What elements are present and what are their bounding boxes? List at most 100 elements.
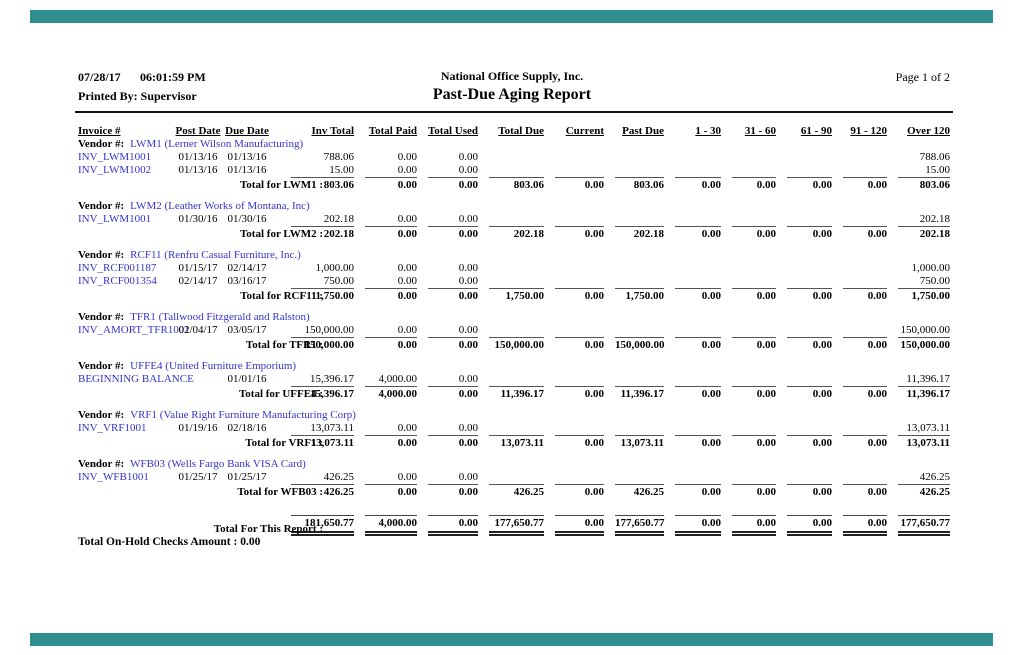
bucket-31-60-cell [724, 262, 779, 275]
post-date-cell: 01/13/16 [178, 151, 218, 163]
group-total-row-amount: 11,396.17 [898, 386, 950, 401]
inv-total-cell: 15.00 [329, 164, 354, 176]
vendor-row: Vendor #: RCF11 (Renfru Casual Furniture,… [75, 249, 953, 262]
company-name: National Office Supply, Inc. [440, 69, 584, 83]
invoice-link[interactable]: INV_LWM1001 [78, 213, 152, 225]
current-cell: 0.00 [547, 288, 607, 303]
vendor-name-link[interactable]: UFFE4 (United Furniture Emporium) [130, 360, 297, 372]
group-total-row-amount: 0.00 [675, 386, 721, 401]
group-total-row-label-cell: Total for VRF1 : [75, 435, 323, 450]
invoice-link[interactable]: INV_AMORT_TFR1001 [78, 324, 190, 336]
group-total-row-amount: 0.00 [787, 435, 832, 450]
invoice-link[interactable]: BEGINNING BALANCE [78, 373, 194, 385]
spacer-cell [75, 241, 953, 249]
report-total-row-amount: 0.00 [787, 515, 832, 536]
inv-total-cell: 788.06 [323, 151, 354, 163]
total-used-cell: 0.00 [420, 515, 481, 536]
vendor-name-link[interactable]: RCF11 (Renfru Casual Furniture, Inc.) [130, 249, 301, 261]
post-date-cell: 01/15/17 [178, 262, 218, 274]
bucket-31-60-cell [724, 422, 779, 435]
bucket-61-90-cell [779, 373, 835, 386]
group-total-row-label: Total for LWM2 : [239, 228, 323, 240]
spacer-cell [75, 352, 953, 360]
group-total-row-amount: 0.00 [555, 226, 604, 241]
vendor-name-link[interactable]: VRF1 (Value Right Furniture Manufacturin… [130, 409, 356, 421]
bucket-1-30-cell: 0.00 [667, 435, 724, 450]
invoice-link[interactable]: INV_WFB1001 [78, 471, 149, 483]
past-due-cell [607, 471, 667, 484]
vendor-cell: Vendor #: VRF1 (Value Right Furniture Man… [75, 409, 953, 422]
bucket-1-30-cell: 0.00 [667, 177, 724, 192]
bucket-31-60-cell [724, 164, 779, 177]
group-total-row-label: Total for UFFE4 : [238, 388, 323, 400]
total-used-cell: 0.00 [458, 373, 478, 385]
spacer-row [75, 450, 953, 458]
due-date-cell: 01/13/16 [227, 164, 267, 176]
bucket-61-90-cell [779, 164, 835, 177]
group-total-row-amount: 0.00 [732, 177, 776, 192]
current-cell [547, 164, 607, 177]
group-total-row-label-cell: Total for UFFE4 : [75, 386, 323, 401]
current-cell [547, 262, 607, 275]
col-total-due: Total Due [498, 125, 544, 137]
group-total-row-amount: 0.00 [732, 337, 776, 352]
total-used-cell: 0.00 [420, 386, 481, 401]
invoice-link[interactable]: INV_VRF1001 [78, 422, 147, 434]
inv-total-cell: 150,000.00 [273, 337, 357, 352]
past-due-cell: 202.18 [607, 226, 667, 241]
bucket-91-120-cell: 0.00 [835, 484, 890, 499]
group-total-row-amount: 0.00 [428, 177, 478, 192]
inv-total-cell: 1,750.00 [273, 288, 357, 303]
group-total-row-amount: 202.18 [898, 226, 950, 241]
group-total-row-amount: 202.18 [615, 226, 664, 241]
total-paid-cell: 0.00 [397, 275, 417, 287]
group-total-row-amount: 0.00 [675, 288, 721, 303]
vendor-row: Vendor #: UFFE4 (United Furniture Emporiu… [75, 360, 953, 373]
invoice-row: INV_LWM1001 01/30/16 01/30/16 202.18 0.00 0.0… [75, 213, 953, 226]
past-due-cell [607, 164, 667, 177]
inv-total-cell: 15,396.17 [273, 386, 357, 401]
bucket-31-60-cell [724, 275, 779, 288]
report-total-row-amount: 0.00 [555, 515, 604, 536]
bucket-61-90-cell [779, 324, 835, 337]
total-paid-cell: 0.00 [397, 471, 417, 483]
group-total-row-amount: 0.00 [365, 435, 417, 450]
group-total-row-label: Total for RCF11 : [240, 290, 323, 302]
group-total-row-amount: 0.00 [675, 484, 721, 499]
vendor-name-link[interactable]: LWM2 (Leather Works of Montana, Inc) [130, 200, 310, 212]
inv-total-cell: 750.00 [323, 275, 354, 287]
group-total-row-amount: 150,000.00 [615, 337, 665, 351]
invoice-link[interactable]: INV_RCF001354 [78, 275, 157, 287]
invoice-row: INV_AMORT_TFR1001 02/04/17 03/05/17 150,000… [75, 324, 953, 337]
spacer-row [75, 303, 953, 311]
total-due-cell [481, 373, 547, 386]
total-used-cell: 0.00 [458, 422, 478, 434]
vendor-name-link[interactable]: TFR1 (Tallwood Fitzgerald and Ralston) [130, 311, 310, 323]
bucket-61-90-cell: 0.00 [779, 177, 835, 192]
bucket-61-90-cell: 0.00 [779, 484, 835, 499]
vendor-cell: Vendor #: LWM2 (Leather Works of Montana,… [75, 200, 953, 213]
bucket-31-60-cell: 0.00 [724, 435, 779, 450]
past-due-cell: 803.06 [607, 177, 667, 192]
vendor-name-link[interactable]: WFB03 (Wells Fargo Bank VISA Card) [130, 458, 306, 470]
total-due-cell: 13,073.11 [481, 435, 547, 450]
invoice-link[interactable]: INV_LWM1001 [78, 151, 152, 163]
vendor-name-link[interactable]: LWM1 (Lerner Wilson Manufacturing) [130, 138, 304, 150]
spacer-row [75, 192, 953, 200]
total-due-cell [481, 324, 547, 337]
report-total-row-amount: 0.00 [428, 515, 478, 536]
group-total-row-amount: 0.00 [732, 288, 776, 303]
post-date-cell: 01/30/16 [178, 213, 218, 225]
group-total-row: Total for TFR1 :150,000.00 0.00 0.00 150,00… [75, 337, 953, 352]
invoice-row: INV_LWM1002 01/13/16 01/13/16 15.00 0.00 0.00… [75, 164, 953, 177]
col-inv-total: Inv Total [311, 125, 355, 137]
group-total-row-amount: 0.00 [365, 337, 417, 352]
group-total-row-amount: 0.00 [428, 226, 478, 241]
total-paid-cell: 4,000.00 [378, 373, 418, 385]
total-due-cell [481, 262, 547, 275]
col-91-120: 91 - 120 [850, 125, 887, 137]
invoice-link[interactable]: INV_LWM1002 [78, 164, 152, 176]
group-total-row: Total for RCF11 :1,750.00 0.00 0.00 1,750.0… [75, 288, 953, 303]
group-total-row-label-cell: Total for TFR1 : [75, 337, 323, 352]
invoice-link[interactable]: INV_RCF001187 [78, 262, 157, 274]
